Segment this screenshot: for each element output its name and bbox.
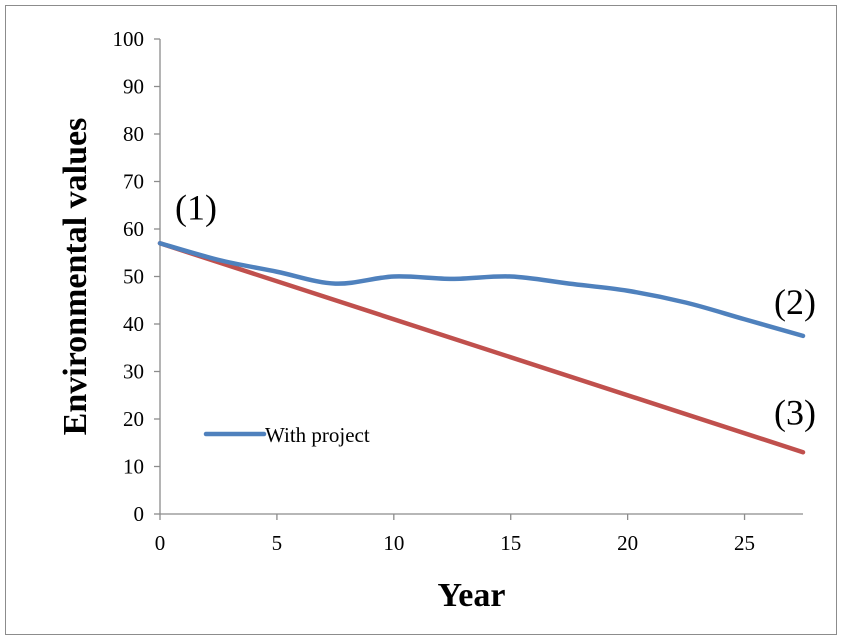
annotation-1: (1) [175,187,217,227]
x-tick-label: 0 [155,531,166,555]
annotation-layer: (1) (2) (3) [175,187,816,432]
y-tick-label: 80 [123,122,144,146]
series-line-with-project [157,241,806,339]
series-line-baseline [157,241,806,455]
y-tick-label: 50 [123,265,144,289]
x-tick-label: 5 [272,531,283,555]
series-layer [157,241,806,455]
y-tick-label: 70 [123,170,144,194]
annotation-2: (2) [774,282,816,322]
y-tick-label: 90 [123,75,144,99]
y-tick-label: 20 [123,407,144,431]
y-tick-label: 30 [123,360,144,384]
axes: 0 10 20 30 40 50 60 70 80 90 100 0 5 10 15 20 25 [113,27,803,555]
y-tick-label: 0 [134,502,145,526]
y-tick-label: 60 [123,217,144,241]
y-tick-label: 100 [113,27,145,51]
y-tick-label: 10 [123,455,144,479]
y-tick-label: 40 [123,312,144,336]
x-tick-label: 10 [383,531,404,555]
legend: With project [203,423,370,447]
annotation-3: (3) [774,392,816,432]
x-axis-title: Year [438,577,506,614]
x-tick-label: 20 [617,531,638,555]
x-tick-label: 15 [500,531,521,555]
legend-label-with-project: With project [265,423,370,447]
y-axis-title: Environmental values [57,118,94,436]
chart-frame: 0 10 20 30 40 50 60 70 80 90 100 0 5 10 15 20 25 (1) (2)(… [5,5,837,635]
x-tick-label: 25 [734,531,755,555]
